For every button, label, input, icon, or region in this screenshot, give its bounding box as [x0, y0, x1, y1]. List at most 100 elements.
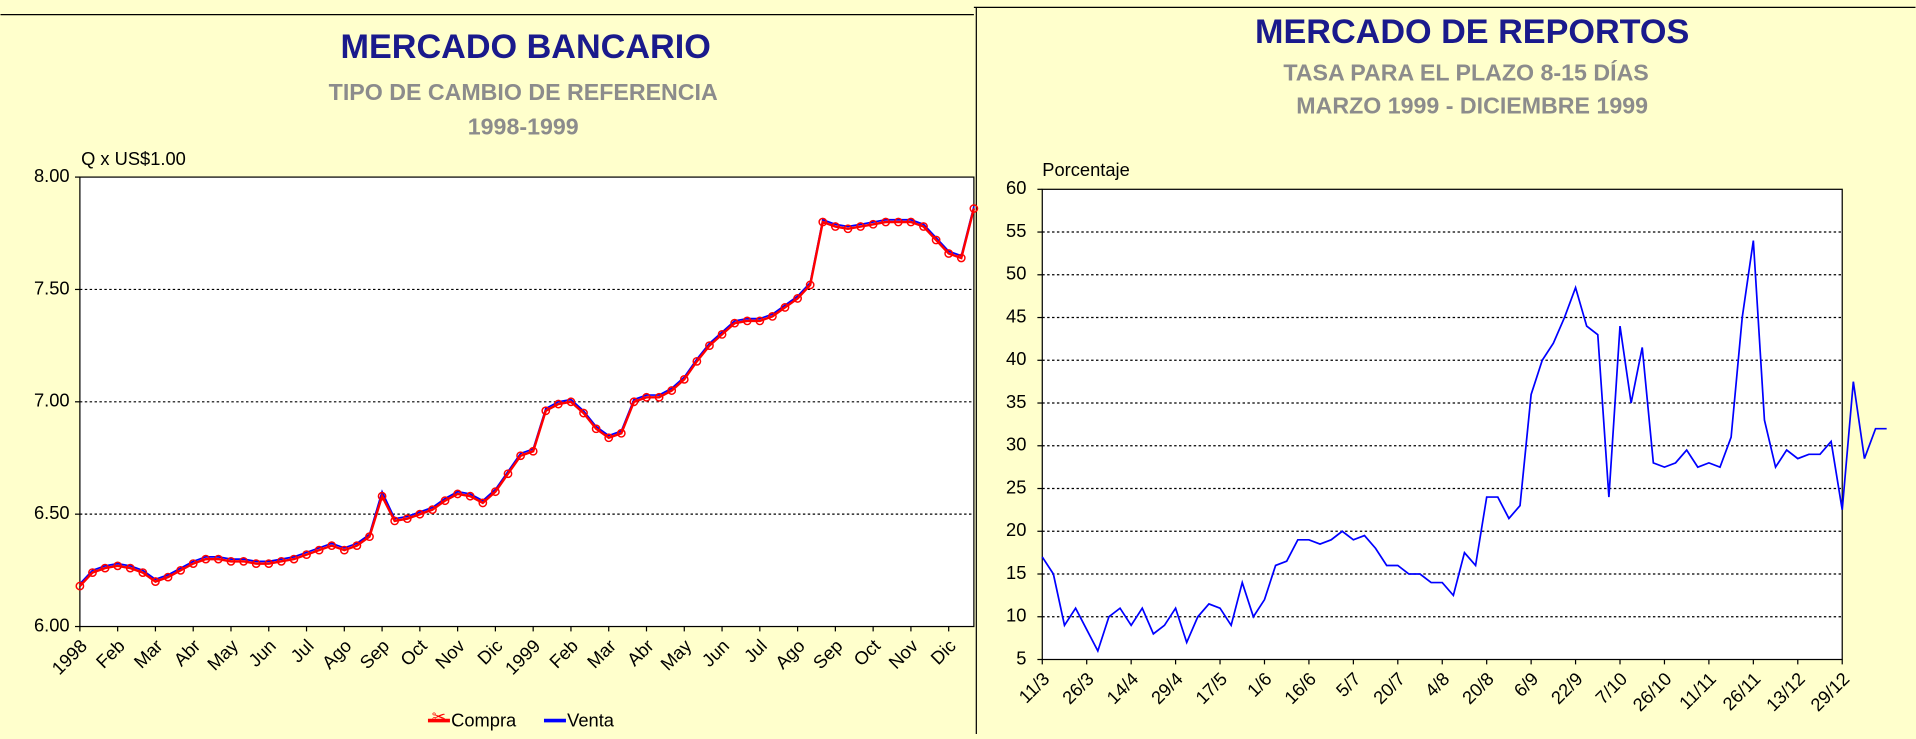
- data-marker: [213, 554, 223, 564]
- data-marker: [579, 408, 588, 418]
- data-marker: [717, 329, 727, 339]
- data-marker: [679, 374, 689, 384]
- y-tick-label: 5: [1016, 647, 1026, 668]
- data-marker: [591, 424, 601, 434]
- x-tick-label: Nov: [884, 634, 922, 672]
- data-marker: [188, 559, 198, 569]
- x-tick-label: 17/5: [1191, 668, 1231, 708]
- x-tick-label: 5/7: [1332, 668, 1365, 701]
- x-tick-label: Mar: [583, 635, 620, 672]
- x-tick-label: 14/4: [1102, 668, 1142, 708]
- data-marker: [516, 451, 525, 461]
- data-marker: [868, 219, 878, 229]
- data-marker: [856, 222, 865, 231]
- data-marker: [176, 565, 186, 575]
- x-tick-label: 7/10: [1591, 668, 1631, 708]
- x-tick-label: May: [656, 634, 696, 674]
- y-tick-label: 50: [1006, 263, 1026, 284]
- x-tick-label: 13/12: [1762, 668, 1809, 715]
- data-marker: [377, 491, 387, 501]
- data-marker: [969, 204, 979, 213]
- y-tick-label: 45: [1006, 305, 1026, 326]
- data-marker: [843, 224, 853, 234]
- data-marker: [151, 577, 160, 586]
- y-tick-label: 35: [1006, 391, 1026, 412]
- data-marker: [654, 392, 664, 402]
- data-marker: [528, 446, 538, 456]
- x-tick-label: Ago: [318, 635, 356, 673]
- data-marker: [440, 496, 450, 506]
- data-marker: [566, 397, 576, 407]
- x-tick-label: 1999: [501, 635, 545, 679]
- data-marker: [314, 545, 324, 555]
- data-marker: [642, 392, 651, 402]
- y-tick-label: 15: [1006, 562, 1026, 583]
- x-tick-label: Mar: [129, 635, 166, 672]
- data-marker: [453, 489, 463, 499]
- data-marker: [239, 556, 248, 566]
- chart-subtitle: 1998-1999: [468, 113, 579, 139]
- y-tick-label: 7.00: [34, 390, 70, 411]
- x-tick-label: 11/3: [1014, 668, 1053, 707]
- y-tick-label: 20: [1006, 519, 1026, 540]
- data-marker: [944, 249, 954, 258]
- y-axis-label: Porcentaje: [1042, 159, 1129, 180]
- y-tick-label: 55: [1006, 220, 1026, 241]
- data-marker: [881, 217, 891, 227]
- x-tick-label: 16/6: [1280, 668, 1320, 708]
- data-marker: [604, 433, 614, 443]
- data-marker: [755, 316, 765, 326]
- data-marker: [730, 318, 740, 328]
- data-marker: [113, 561, 123, 571]
- data-marker: [390, 516, 400, 526]
- x-tick-label: 4/8: [1421, 668, 1454, 701]
- legend-label: Venta: [567, 710, 615, 731]
- data-marker: [742, 316, 752, 326]
- data-marker: [667, 386, 677, 395]
- data-marker: [541, 406, 551, 416]
- x-tick-label: Oct: [849, 635, 884, 670]
- data-marker: [465, 491, 475, 501]
- data-marker: [276, 556, 286, 566]
- data-line: [78, 208, 976, 587]
- chart-subtitle: TASA PARA EL PLAZO 8-15 DÍAS: [1283, 59, 1648, 86]
- data-marker: [478, 498, 488, 508]
- data-marker: [138, 568, 148, 577]
- x-tick-label: Jul: [286, 635, 317, 666]
- x-tick-label: 26/10: [1628, 668, 1675, 715]
- data-marker: [692, 356, 702, 366]
- data-marker: [125, 563, 135, 573]
- data-marker: [906, 217, 916, 227]
- data-marker: [339, 545, 349, 555]
- x-tick-label: Jul: [740, 635, 771, 666]
- data-marker: [830, 222, 840, 231]
- chart-subtitle: MARZO 1999 - DICIEMBRE 1999: [1296, 93, 1648, 119]
- data-marker: [352, 541, 362, 551]
- y-tick-label: 25: [1006, 476, 1026, 497]
- data-marker: [956, 253, 966, 263]
- data-marker: [793, 294, 802, 303]
- x-tick-label: 1/6: [1243, 668, 1276, 701]
- data-marker: [780, 303, 790, 312]
- x-tick-label: May: [203, 634, 243, 674]
- data-marker: [163, 572, 173, 582]
- x-tick-label: 20/8: [1458, 668, 1498, 708]
- x-tick-label: 1998: [47, 635, 91, 679]
- data-marker: [402, 514, 412, 524]
- x-tick-label: Sep: [355, 635, 393, 673]
- data-marker: [226, 556, 236, 566]
- data-marker: [415, 509, 425, 519]
- x-tick-label: 29/12: [1806, 668, 1853, 715]
- data-marker: [919, 222, 928, 231]
- x-tick-label: 29/4: [1147, 668, 1187, 708]
- x-tick-label: Oct: [396, 635, 431, 670]
- data-marker: [264, 559, 274, 569]
- y-tick-label: 60: [1006, 177, 1026, 198]
- data-marker: [88, 568, 97, 577]
- data-marker: [75, 581, 85, 591]
- data-marker: [553, 399, 563, 409]
- x-tick-label: Ago: [771, 635, 809, 673]
- data-marker: [931, 235, 941, 245]
- y-tick-label: 7.50: [34, 277, 70, 298]
